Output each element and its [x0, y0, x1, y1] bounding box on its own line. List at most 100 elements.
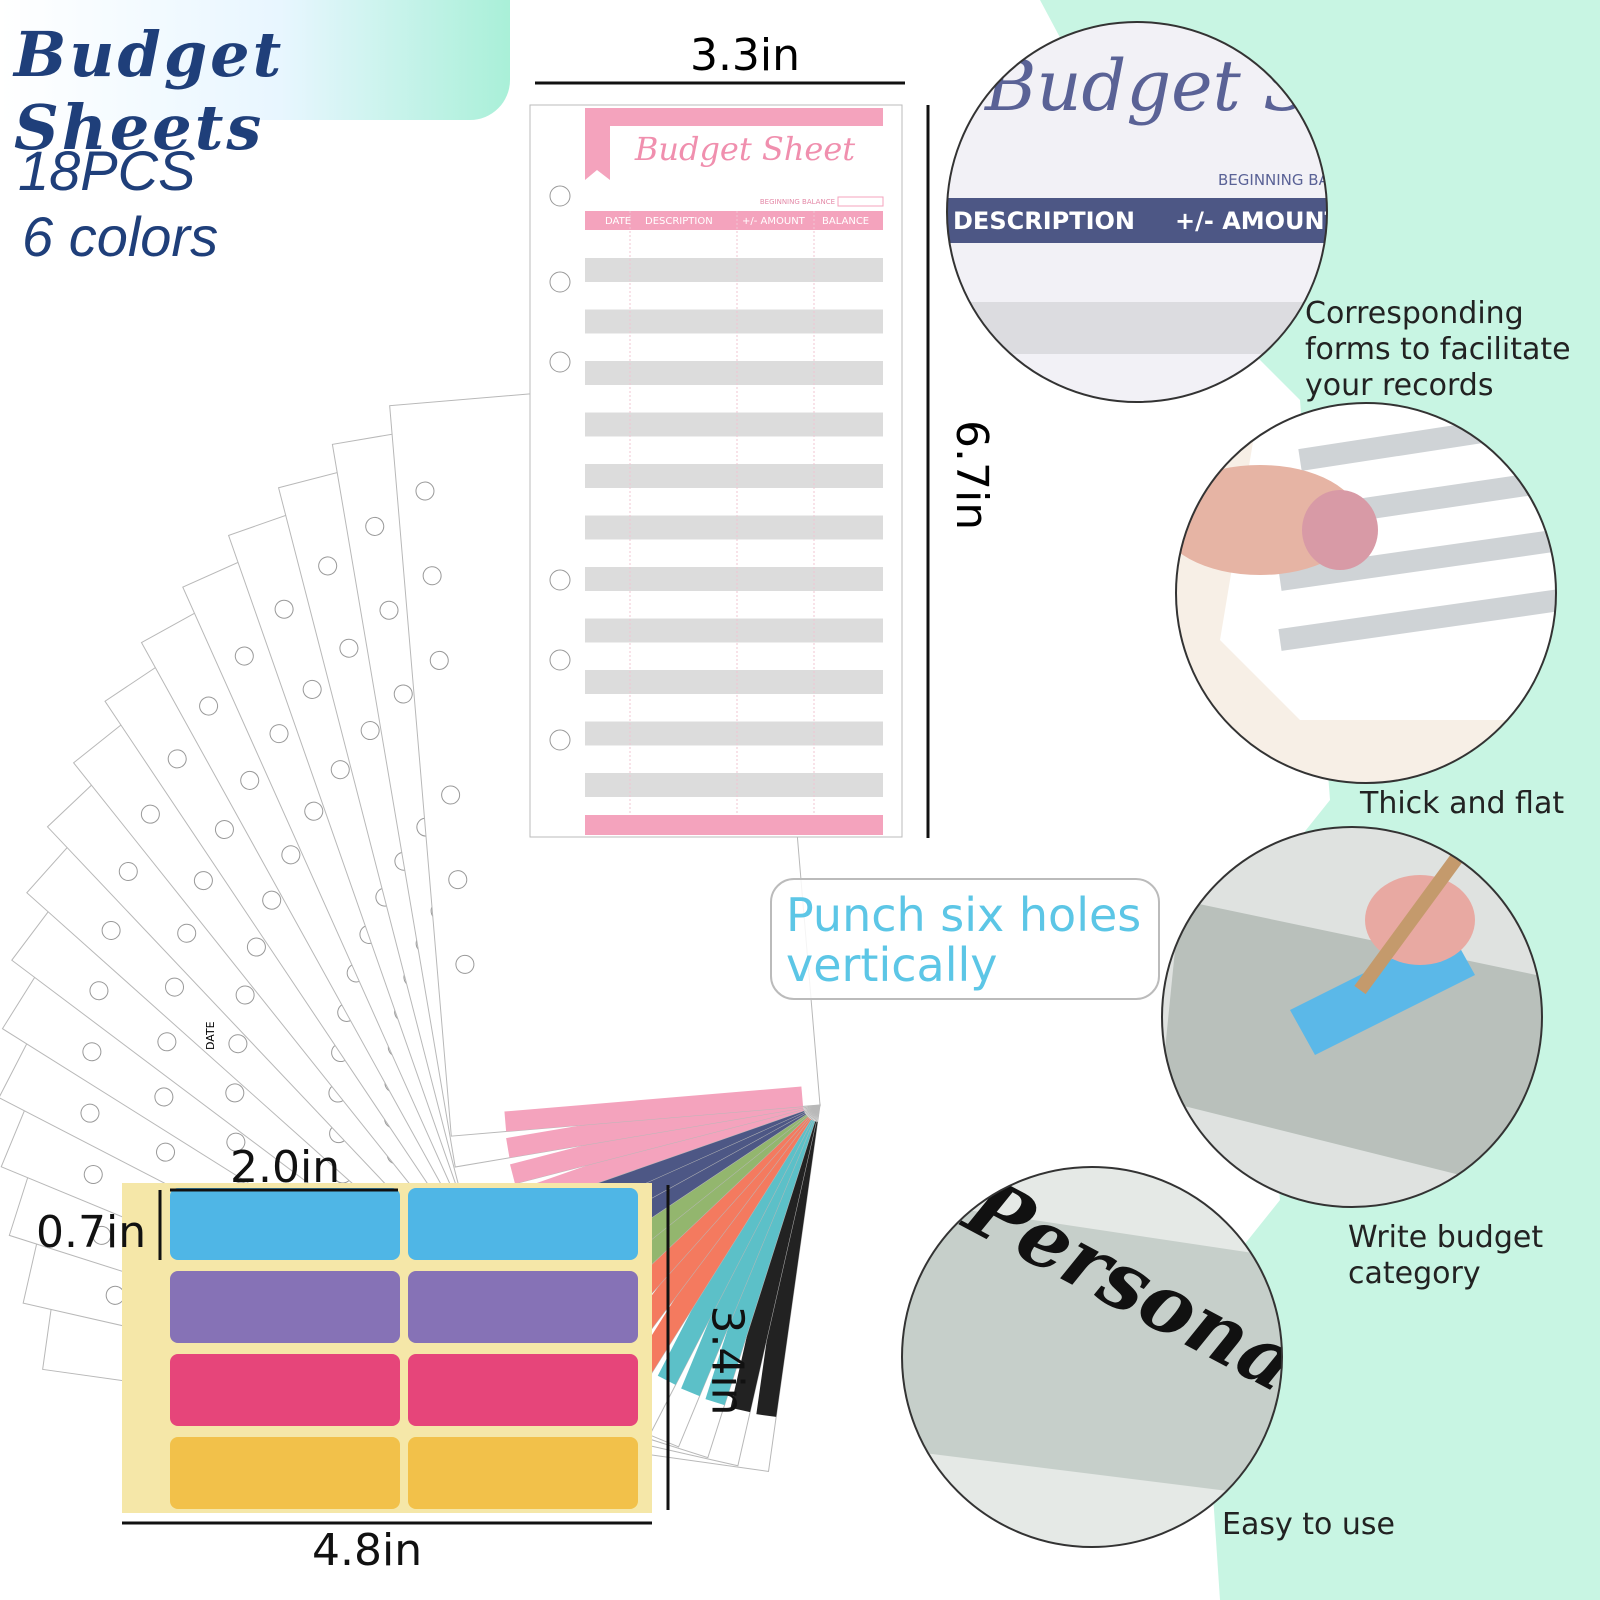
zoom-column: +/- AMOUNT — [1175, 207, 1342, 235]
sticker-sheet-height: 3.4in — [701, 1305, 753, 1416]
row-stripe — [585, 361, 883, 385]
punch-hole — [448, 870, 468, 890]
caption: Thick and flat — [1360, 786, 1565, 821]
punch-hole — [156, 1142, 176, 1162]
punch-hole — [228, 1034, 248, 1054]
punch-hole — [274, 599, 294, 619]
punch-hole — [360, 721, 380, 741]
sheet-title: Budget Sheet — [634, 130, 855, 168]
punch-hole — [214, 820, 234, 840]
sticker-sheet — [122, 1183, 670, 1525]
sticker — [170, 1271, 400, 1343]
punch-hole — [318, 556, 338, 576]
punch-hole — [167, 749, 187, 769]
punch-hole — [549, 649, 571, 671]
punch-hole — [415, 481, 435, 501]
punch-hole — [226, 1132, 246, 1152]
sticker-sheet-width: 4.8in — [312, 1525, 423, 1576]
sheet-band — [504, 1086, 804, 1132]
punch-hole — [177, 923, 197, 943]
punch-hole — [89, 981, 109, 1001]
row-stripe — [585, 258, 883, 282]
punch-hole — [140, 804, 160, 824]
sticker — [170, 1188, 400, 1260]
punch-hole — [235, 985, 255, 1005]
punch-hole — [154, 1087, 174, 1107]
sticker — [170, 1437, 400, 1509]
row-stripe — [585, 515, 883, 540]
zoom-balance: BEGINNING BA — [1218, 171, 1330, 189]
punch-hole — [549, 271, 571, 293]
sticker — [408, 1437, 638, 1509]
punch-hole — [549, 351, 571, 373]
punch-hole — [240, 770, 260, 790]
column-header: BALANCE — [822, 216, 869, 227]
sticker — [408, 1271, 638, 1343]
sheet-band — [705, 1115, 815, 1406]
punch-hole — [92, 1225, 112, 1245]
punch-hole — [302, 679, 322, 699]
title-banner: Budget Sheets — [0, 0, 510, 164]
sheet-band — [681, 1113, 814, 1397]
row-stripe — [585, 721, 883, 746]
colors: 6 colors — [22, 205, 219, 268]
punch-note: Punch six holes vertically — [770, 878, 1160, 1000]
sticker-width: 2.0in — [230, 1142, 341, 1193]
punch-hole — [339, 638, 359, 658]
punch-hole — [193, 871, 213, 891]
punch-hole — [429, 650, 449, 670]
punch-hole — [234, 646, 254, 666]
sheet-band — [756, 1119, 818, 1417]
punch-hole — [422, 566, 442, 586]
sheet-band — [730, 1117, 817, 1413]
column-header: DESCRIPTION — [645, 216, 713, 227]
punch-hole — [199, 696, 219, 716]
punch-hole — [80, 1103, 100, 1123]
punch-hole — [118, 861, 138, 881]
back-column: DATE — [204, 1021, 217, 1050]
punch-hole — [101, 920, 121, 940]
punch-hole — [246, 937, 266, 957]
punch-hole — [379, 600, 399, 620]
punch-hole — [304, 801, 324, 821]
height-label: 6.7in — [946, 420, 997, 530]
main-sheet: Budget Sheet BEGINNING BALANCE DATE DESCR… — [204, 30, 997, 1050]
width-label: 3.3in — [690, 30, 800, 81]
punch-hole — [441, 785, 461, 805]
punch-hole — [365, 516, 385, 536]
punch-hole — [393, 684, 413, 704]
punch-hole — [549, 185, 571, 207]
row-stripe — [585, 773, 883, 797]
punch-hole — [455, 954, 475, 974]
punch-hole — [269, 724, 289, 744]
punch-hole — [157, 1032, 177, 1052]
background — [1040, 0, 1600, 1600]
punch-hole — [281, 845, 301, 865]
punch-hole — [83, 1165, 103, 1185]
caption: Corresponding forms to facilitate your r… — [1305, 296, 1571, 403]
column-header: +/- AMOUNT — [742, 216, 806, 227]
row-stripe — [585, 670, 883, 694]
row-stripe — [585, 412, 883, 437]
zoom-personal: Personal — [902, 1167, 1282, 1547]
sticker — [408, 1354, 638, 1426]
row-stripe — [585, 464, 883, 488]
row-stripe — [585, 618, 883, 643]
punch-hole — [82, 1042, 102, 1062]
sticker-height: 0.7in — [36, 1207, 147, 1258]
title: Budget Sheets — [14, 18, 285, 164]
zoom-column: DESCRIPTION — [953, 207, 1135, 235]
punch-hole — [330, 760, 350, 780]
punch-hole — [549, 729, 571, 751]
sticker — [170, 1354, 400, 1426]
count: 18PCS — [18, 139, 196, 202]
punch-hole — [262, 890, 282, 910]
caption: Easy to use — [1222, 1507, 1396, 1542]
punch-hole — [225, 1083, 245, 1103]
punch-hole — [549, 569, 571, 591]
balance-label: BEGINNING BALANCE — [760, 198, 835, 206]
sticker — [408, 1188, 638, 1260]
zoom-write — [1162, 827, 1542, 1207]
